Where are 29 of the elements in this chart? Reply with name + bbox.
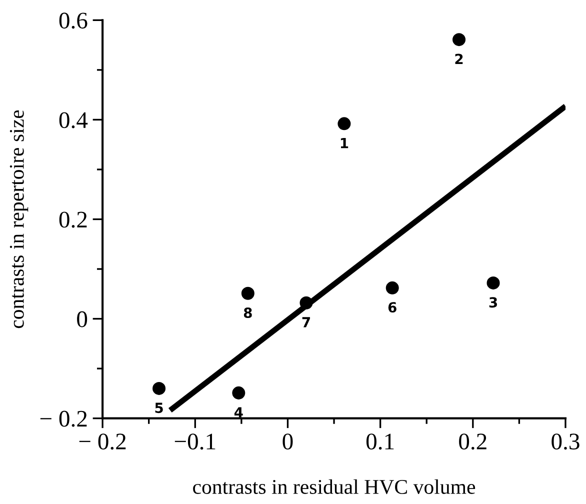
y-tick-label: 0	[77, 311, 88, 328]
point	[152, 382, 166, 395]
annotation: 5	[155, 402, 163, 414]
point	[452, 33, 466, 46]
y-tick-label: 0.6	[59, 12, 88, 29]
point	[300, 296, 313, 310]
point	[338, 117, 351, 130]
point	[232, 386, 246, 400]
annotation: 6	[388, 302, 396, 313]
point	[386, 281, 399, 294]
x-tick-label: −0.1	[174, 434, 216, 450]
annotation: 7	[302, 317, 310, 328]
annotation: 3	[489, 297, 497, 308]
annotation: 4	[234, 407, 243, 418]
point	[241, 286, 254, 300]
x-tick-label: − 0.2	[79, 434, 126, 450]
annotation: 1	[340, 138, 348, 148]
point	[486, 276, 500, 290]
y-tick-label: 0.4	[59, 112, 88, 128]
x-axis-title: contrasts in residual HVC volume	[193, 479, 476, 494]
x-tick-label: 0.2	[459, 434, 486, 450]
x-tick-label: 0.1	[366, 434, 394, 450]
y-tick-label: 0.2	[59, 212, 87, 228]
y-tick-label: − 0.2	[40, 410, 87, 427]
x-tick-label: 0	[282, 434, 293, 450]
y-axis-title: contrasts in repertoire size	[10, 110, 28, 328]
annotation: 2	[455, 54, 463, 64]
x-tick-label: 0.3	[552, 434, 580, 450]
annotation: 8	[244, 308, 252, 318]
